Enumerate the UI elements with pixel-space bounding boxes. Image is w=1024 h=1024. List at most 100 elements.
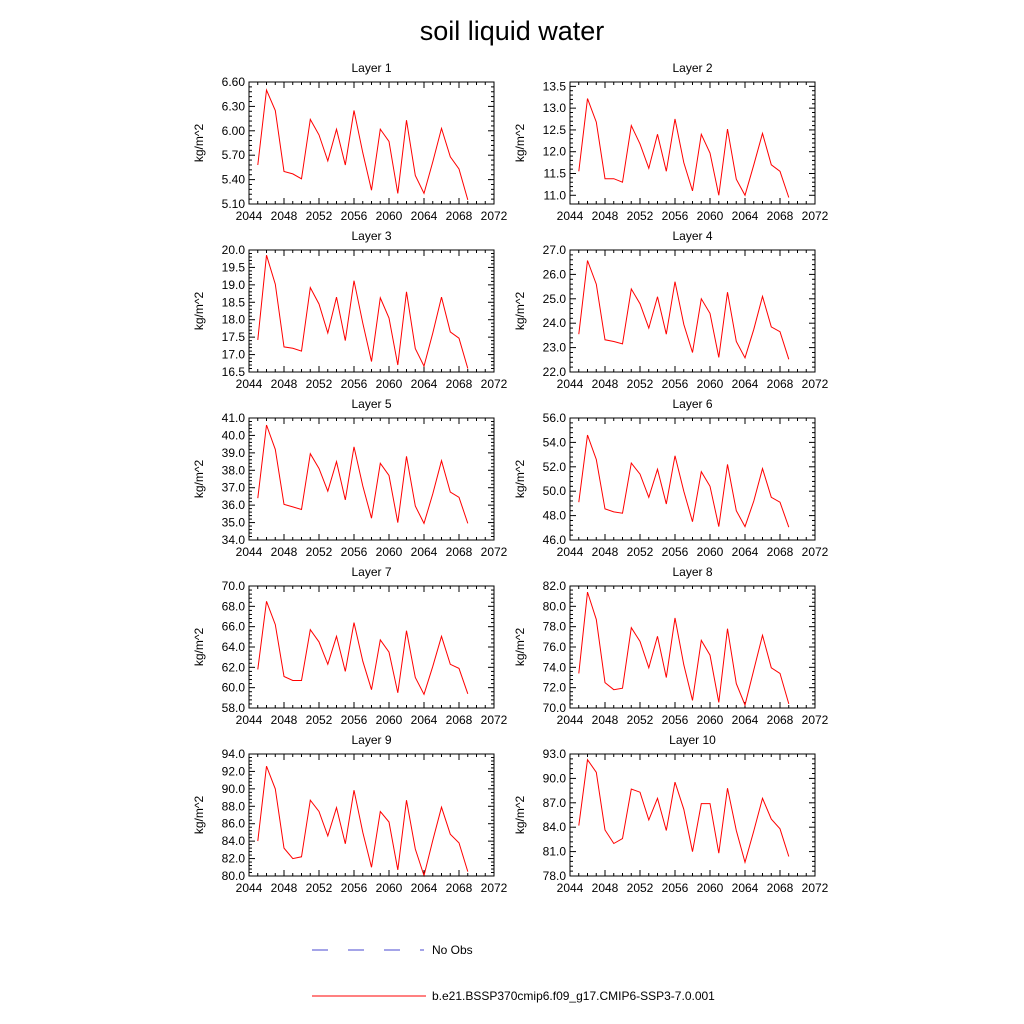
series-line-layer-1 xyxy=(257,88,469,201)
y-tick-label: 80.0 xyxy=(222,869,246,883)
x-tick-label: 2064 xyxy=(411,713,438,727)
x-tick-label: 2052 xyxy=(627,545,654,559)
x-tick-label: 2064 xyxy=(411,545,438,559)
panel-title-layer-5: Layer 5 xyxy=(351,397,391,411)
y-tick-label: 90.0 xyxy=(543,771,567,785)
y-tick-label: 68.0 xyxy=(222,599,246,613)
y-tick-label: 84.0 xyxy=(222,834,246,848)
y-tick-label: 11.0 xyxy=(544,188,567,202)
x-tick-label: 2068 xyxy=(767,209,794,223)
plot-frame xyxy=(569,585,816,709)
x-tick-label: 2068 xyxy=(446,545,473,559)
x-tick-label: 2064 xyxy=(732,209,759,223)
series-line-layer-2 xyxy=(578,98,790,198)
y-tick-label: 5.40 xyxy=(222,173,246,187)
x-tick-label: 2048 xyxy=(271,209,298,223)
y-tick-label: 92.0 xyxy=(222,764,246,778)
x-tick-label: 2068 xyxy=(767,545,794,559)
x-tick-label: 2044 xyxy=(557,881,584,895)
x-tick-label: 2048 xyxy=(592,713,619,727)
x-tick-label: 2072 xyxy=(481,713,508,727)
x-tick-label: 2052 xyxy=(627,377,654,391)
x-tick-label: 2060 xyxy=(376,209,403,223)
panel-layer-4: Layer 4 2044 2048 2052 2056 2060 2064 2068 2072 2… xyxy=(513,229,829,391)
x-tick-label: 2048 xyxy=(271,377,298,391)
y-tick-label: 82.0 xyxy=(222,852,246,866)
x-tick-label: 2044 xyxy=(236,545,263,559)
x-tick-label: 2060 xyxy=(376,881,403,895)
x-tick-label: 2068 xyxy=(446,881,473,895)
x-tick-label: 2044 xyxy=(236,377,263,391)
panel-layer-8: Layer 8 2044 2048 2052 2056 2060 2064 2068 2072 7… xyxy=(513,565,829,727)
panel-title-layer-8: Layer 8 xyxy=(672,565,712,579)
x-tick-label: 2044 xyxy=(557,209,584,223)
y-tick-label: 46.0 xyxy=(543,533,567,547)
y-axis-label: kg/m^2 xyxy=(513,628,527,667)
x-tick-label: 2048 xyxy=(271,545,298,559)
plot-frame xyxy=(569,249,816,373)
y-tick-label: 54.0 xyxy=(543,435,567,449)
panel-title-layer-6: Layer 6 xyxy=(672,397,712,411)
x-tick-label: 2060 xyxy=(697,545,724,559)
x-tick-label: 2048 xyxy=(592,545,619,559)
panel-title-layer-4: Layer 4 xyxy=(672,229,712,243)
panel-title-layer-10: Layer 10 xyxy=(669,733,716,747)
panel-title-layer-7: Layer 7 xyxy=(351,565,391,579)
x-tick-label: 2064 xyxy=(732,713,759,727)
x-tick-label: 2060 xyxy=(697,209,724,223)
y-tick-label: 39.0 xyxy=(222,446,246,460)
y-tick-label: 81.0 xyxy=(543,845,567,859)
y-tick-label: 19.5 xyxy=(222,260,246,274)
y-axis-label: kg/m^2 xyxy=(192,292,206,331)
x-tick-label: 2044 xyxy=(236,713,263,727)
y-tick-label: 72.0 xyxy=(543,681,567,695)
y-tick-label: 24.0 xyxy=(543,316,567,330)
y-axis-label: kg/m^2 xyxy=(513,292,527,331)
x-tick-label: 2048 xyxy=(592,209,619,223)
panel-title-layer-1: Layer 1 xyxy=(351,61,391,75)
y-tick-label: 19.0 xyxy=(222,278,246,292)
y-tick-label: 12.0 xyxy=(543,145,567,159)
legend: No Obs b.e21.BSSP370cmip6.f09_g17.CMIP6-… xyxy=(312,943,715,1003)
x-tick-label: 2072 xyxy=(481,209,508,223)
x-tick-label: 2056 xyxy=(341,545,368,559)
plot-frame xyxy=(248,417,495,541)
main-title: soil liquid water xyxy=(420,16,605,46)
y-tick-label: 11.5 xyxy=(544,167,567,181)
series-line-layer-5 xyxy=(257,424,469,525)
y-tick-label: 36.0 xyxy=(222,498,246,512)
x-tick-label: 2064 xyxy=(732,545,759,559)
panel-layer-1: Layer 1 2044 2048 2052 2056 2060 2064 2068 2072 5… xyxy=(192,61,508,223)
x-tick-label: 2052 xyxy=(627,209,654,223)
y-tick-label: 52.0 xyxy=(543,460,567,474)
y-tick-label: 82.0 xyxy=(543,579,567,593)
x-tick-label: 2056 xyxy=(662,713,689,727)
panels: Layer 1 2044 2048 2052 2056 2060 2064 2068 2072 5… xyxy=(192,61,829,895)
x-tick-label: 2056 xyxy=(341,209,368,223)
y-tick-label: 16.5 xyxy=(222,365,246,379)
y-tick-label: 41.0 xyxy=(222,411,246,425)
x-tick-label: 2072 xyxy=(802,881,829,895)
x-tick-label: 2048 xyxy=(271,881,298,895)
y-tick-label: 22.0 xyxy=(543,365,567,379)
plot-frame xyxy=(248,585,495,709)
series-line-layer-10 xyxy=(578,758,790,865)
y-tick-label: 70.0 xyxy=(222,579,246,593)
y-tick-label: 58.0 xyxy=(222,701,246,715)
x-tick-label: 2060 xyxy=(376,545,403,559)
y-tick-label: 34.0 xyxy=(222,533,246,547)
series-line-layer-9 xyxy=(257,766,469,878)
y-tick-label: 76.0 xyxy=(543,640,567,654)
plot-frame xyxy=(248,753,495,877)
x-tick-label: 2056 xyxy=(662,881,689,895)
x-tick-label: 2052 xyxy=(306,377,333,391)
y-tick-label: 64.0 xyxy=(222,640,246,654)
y-tick-label: 48.0 xyxy=(543,509,567,523)
y-tick-label: 88.0 xyxy=(222,799,246,813)
y-tick-label: 84.0 xyxy=(543,820,567,834)
y-tick-label: 6.00 xyxy=(222,124,246,138)
y-tick-label: 38.0 xyxy=(222,463,246,477)
x-tick-label: 2064 xyxy=(411,209,438,223)
x-tick-label: 2044 xyxy=(236,209,263,223)
x-tick-label: 2060 xyxy=(697,881,724,895)
